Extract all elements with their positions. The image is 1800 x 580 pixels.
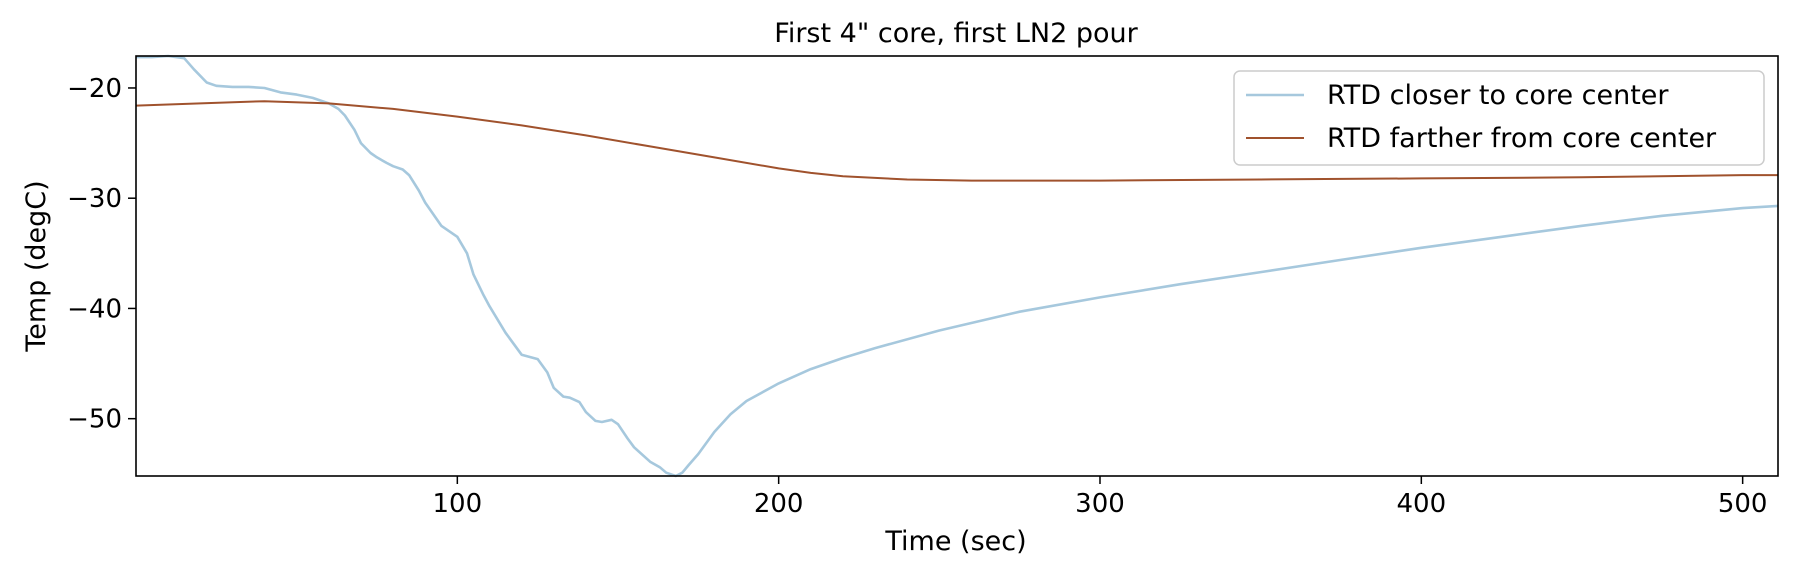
x-axis-label: Time (sec) <box>884 526 1026 557</box>
x-tick-label: 200 <box>754 489 804 519</box>
series-line-0 <box>136 54 1779 478</box>
legend-label-rtd-farther: RTD farther from core center <box>1327 123 1717 154</box>
x-axis-ticks: 100 200 300 400 500 <box>433 476 1768 519</box>
y-tick-label: −20 <box>67 74 122 104</box>
y-tick-label: −50 <box>67 405 122 435</box>
series-line-1 <box>135 100 1778 182</box>
legend: RTD closer to core center RTD farther fr… <box>1233 70 1765 166</box>
legend-box <box>1233 70 1765 166</box>
x-tick-label: 500 <box>1718 489 1768 519</box>
series-layer <box>135 54 1779 478</box>
x-tick-label: 300 <box>1075 489 1125 519</box>
y-tick-label: −40 <box>67 294 122 324</box>
y-tick-label: −30 <box>67 184 122 214</box>
x-tick-label: 100 <box>433 489 483 519</box>
legend-label-rtd-closer: RTD closer to core center <box>1327 80 1669 111</box>
y-axis-ticks: −20 −30 −40 −50 <box>67 74 136 435</box>
x-tick-label: 400 <box>1397 489 1447 519</box>
y-axis-label: Temp (degC) <box>21 180 52 352</box>
plot-frame <box>135 55 1779 477</box>
chart-title: First 4" core, first LN2 pour <box>774 18 1138 49</box>
